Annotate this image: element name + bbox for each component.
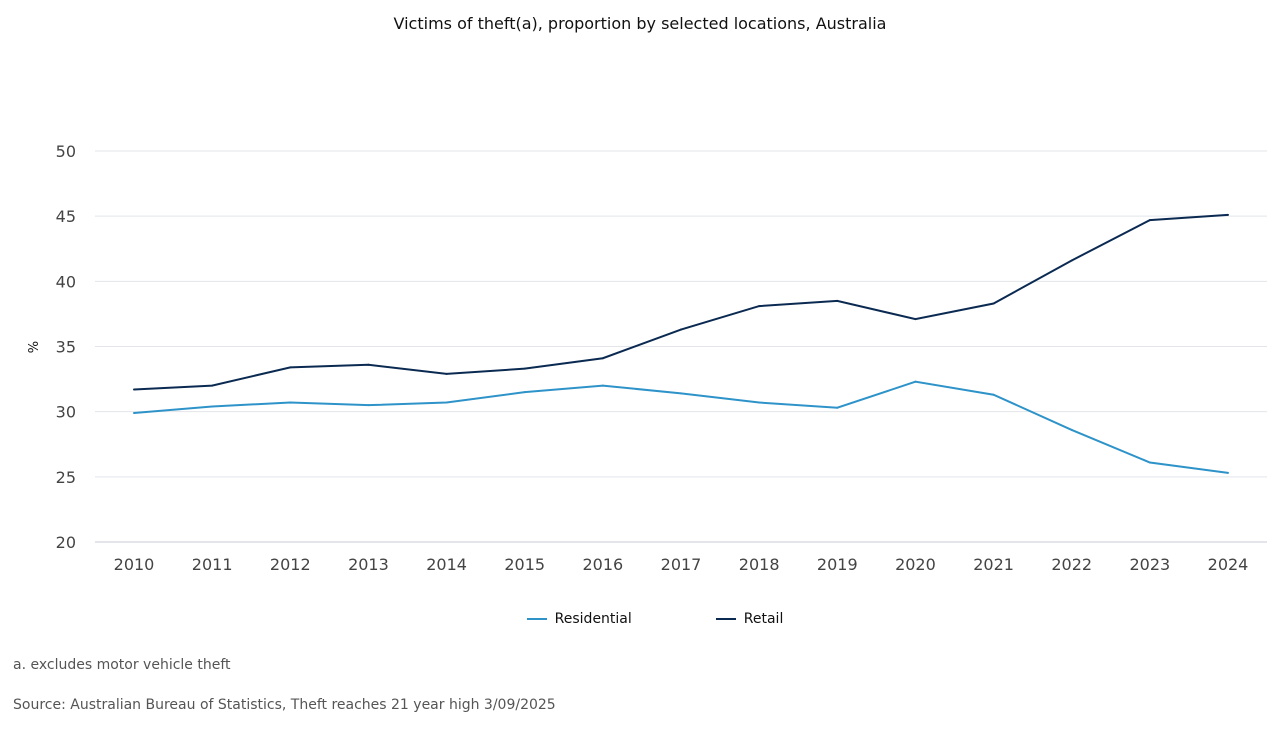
data-point	[289, 401, 292, 404]
data-point	[836, 406, 839, 409]
x-tick-label: 2015	[504, 555, 545, 574]
data-point	[680, 328, 682, 331]
x-tick-label: 2018	[739, 555, 780, 574]
data-point	[1148, 461, 1151, 464]
x-tick-label: 2021	[973, 555, 1014, 574]
x-tick-label: 2022	[1051, 555, 1092, 574]
data-point	[1070, 259, 1073, 262]
data-point	[523, 367, 526, 370]
legend-swatch	[526, 618, 547, 620]
x-tick-label: 2012	[270, 555, 311, 574]
legend-swatch	[715, 618, 736, 620]
x-tick-label: 2019	[817, 555, 858, 574]
data-point	[133, 411, 135, 414]
x-tick-label: 2024	[1208, 555, 1249, 574]
data-point	[1227, 213, 1229, 216]
data-point	[211, 384, 214, 387]
legend-label: Retail	[743, 611, 784, 627]
data-point	[680, 392, 682, 395]
source-note: Source: Australian Bureau of Statistics,…	[13, 697, 556, 713]
data-point	[758, 401, 761, 404]
data-point	[445, 401, 448, 404]
data-point	[523, 391, 526, 394]
x-tick-label: 2017	[661, 555, 702, 574]
data-point	[914, 380, 917, 383]
data-point	[367, 404, 370, 407]
x-tick-label: 2016	[582, 555, 623, 574]
data-point	[1227, 471, 1229, 474]
x-tick-label: 2014	[426, 555, 467, 574]
legend-item-retail[interactable]: Retail	[715, 611, 784, 627]
x-tick-label: 2023	[1129, 555, 1170, 574]
y-tick-label: 40	[56, 272, 76, 291]
data-point	[836, 299, 839, 302]
x-tick-label: 2011	[192, 555, 233, 574]
data-point	[1148, 219, 1151, 222]
y-tick-label: 25	[56, 468, 76, 487]
x-tick-label: 2010	[114, 555, 155, 574]
y-tick-label: 45	[56, 207, 76, 226]
y-tick-label: 35	[56, 338, 76, 357]
data-point	[992, 393, 995, 396]
series-line-retail	[133, 213, 1229, 391]
y-axis-label: %	[27, 341, 42, 353]
legend-label: Residential	[554, 611, 632, 627]
y-tick-label: 30	[56, 403, 76, 422]
legend-item-residential[interactable]: Residential	[526, 611, 632, 627]
footnote: a. excludes motor vehicle theft	[13, 657, 231, 673]
data-point	[992, 302, 995, 305]
data-point	[133, 388, 135, 391]
chart-title: Victims of theft(a), proportion by selec…	[393, 14, 887, 33]
data-point	[211, 405, 214, 408]
legend: Residential Retail	[0, 611, 1280, 627]
x-tick-label: 2013	[348, 555, 389, 574]
y-tick-label: 20	[56, 533, 76, 552]
data-point	[914, 318, 917, 321]
data-point	[601, 357, 604, 360]
series-line-residential	[133, 380, 1229, 474]
data-point	[601, 384, 604, 387]
data-point	[445, 372, 448, 375]
data-point	[758, 305, 761, 308]
x-tick-label: 2020	[895, 555, 936, 574]
data-point	[289, 366, 292, 369]
line-chart: 20 25 30 35 40 45 50 2010 2011 2012 2013 2014 2015 20…	[27, 142, 1267, 574]
y-tick-label: 50	[56, 142, 76, 161]
data-point	[1070, 428, 1073, 431]
data-point	[367, 363, 370, 366]
